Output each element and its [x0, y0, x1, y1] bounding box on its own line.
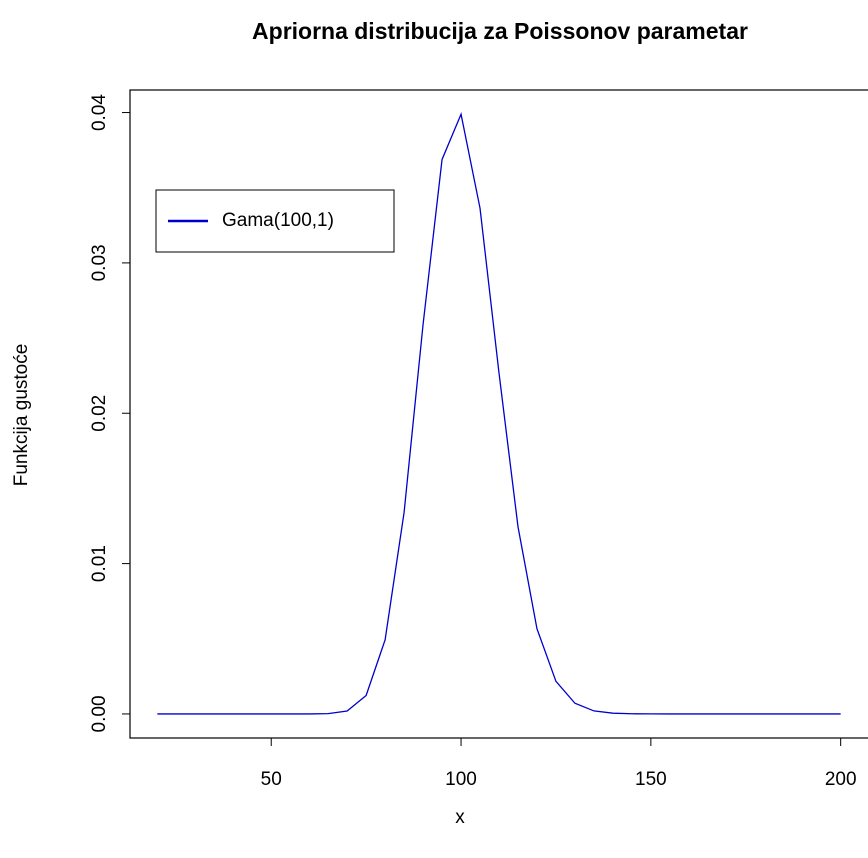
chart-title: Apriorna distribucija za Poissonov param…	[252, 18, 748, 44]
legend-label: Gama(100,1)	[222, 210, 334, 231]
x-tick-label: 200	[825, 769, 857, 790]
plot-frame	[129, 89, 868, 739]
x-tick-label: 150	[635, 769, 667, 790]
y-tick-label: 0.00	[89, 695, 110, 732]
x-tick-label: 50	[261, 769, 282, 790]
y-tick-label: 0.03	[89, 244, 110, 281]
series-line	[157, 112, 841, 715]
y-tick-label: 0.02	[89, 395, 110, 432]
x-tick-label: 100	[445, 769, 477, 790]
y-axis-label: Funkcija gustoće	[11, 344, 32, 487]
y-tick-label: 0.04	[89, 94, 110, 131]
y-tick-label: 0.01	[89, 545, 110, 582]
x-axis-label: x	[455, 807, 465, 828]
